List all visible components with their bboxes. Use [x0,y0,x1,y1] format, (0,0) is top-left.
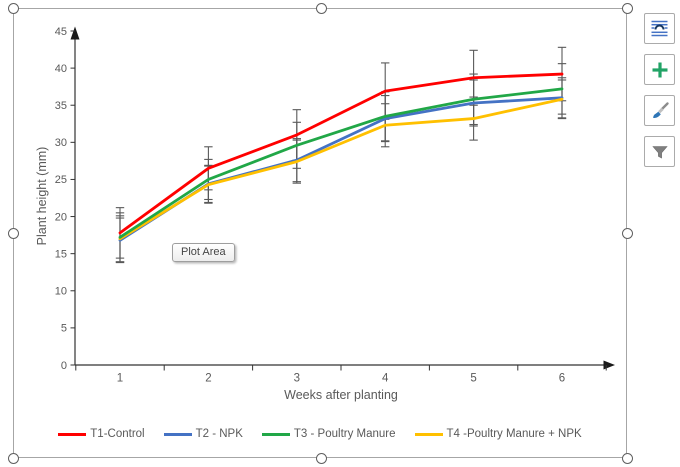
x-axis-title: Weeks after planting [284,388,398,402]
y-tick-label: 30 [55,137,67,149]
selection-handle-top-left[interactable] [7,2,19,14]
legend-label: T4 -Poultry Manure + NPK [446,428,582,440]
y-tick-label: 0 [61,360,67,372]
series-line-t3-poultry-manure[interactable] [118,87,564,239]
chart-filters-funnel-icon [651,145,668,158]
x-tick-label: 5 [470,373,476,385]
y-tick-label: 35 [55,100,67,112]
series-line-t1-control[interactable] [118,72,564,235]
legend-item-t3-poultry-manure[interactable]: T3 - Poultry Manure [261,428,396,440]
selection-handle-middle-left[interactable] [7,227,19,239]
y-tick-label: 25 [55,174,67,186]
chart-object-frame[interactable] [13,8,627,458]
chart-elements-plus-icon [652,62,667,77]
y-tick-label: 40 [55,63,67,75]
legend-swatch-icon [163,432,192,436]
selection-handle-bottom-middle[interactable] [315,452,327,464]
x-tick-label: 4 [382,373,389,385]
legend-swatch-icon [261,432,290,436]
legend-item-t4-poultry-manure-npk[interactable]: T4 -Poultry Manure + NPK [414,428,582,440]
series-line-t2-npk[interactable] [118,96,564,242]
selection-handle-top-right[interactable] [621,2,633,14]
selection-handle-bottom-right[interactable] [621,452,633,464]
x-tick-label: 2 [205,373,211,385]
legend-item-t2-npk[interactable]: T2 - NPK [163,428,243,440]
chart-elements-button[interactable] [644,54,675,85]
series-line-t4-poultry-manure-npk[interactable] [118,97,564,241]
selection-handle-bottom-left[interactable] [7,452,19,464]
layout-options-button[interactable] [644,13,675,44]
y-tick-label: 45 [55,26,67,38]
x-tick-label: 6 [559,373,565,385]
legend-label: T1-Control [90,428,145,440]
chart-styles-brush-icon [652,101,669,118]
y-tick-label: 10 [55,286,67,298]
plot-area-tooltip: Plot Area [172,243,235,262]
selection-handle-top-middle[interactable] [315,2,327,14]
chart-styles-button[interactable] [644,95,675,126]
legend-swatch-icon [414,432,443,436]
x-tick-label: 3 [294,373,300,385]
y-axis-title: Plant height (mm) [35,146,49,246]
legend-label: T3 - Poultry Manure [293,428,396,440]
legend-item-t1-control[interactable]: T1-Control [58,428,145,440]
x-axis-arrow-icon [603,360,615,370]
chart-legend[interactable]: T1-Control T2 - NPK T3 - Poultry Manure T4 … [13,428,627,440]
layout-options-icon [651,20,668,37]
y-tick-label: 5 [61,323,67,335]
y-axis-arrow-icon [70,26,80,40]
legend-swatch-icon [58,432,87,436]
y-tick-label: 15 [55,248,67,260]
x-tick-label: 1 [117,373,123,385]
y-tick-label: 20 [55,211,67,223]
selection-handle-middle-right[interactable] [621,227,633,239]
chart-filters-button[interactable] [644,136,675,167]
legend-label: T2 - NPK [195,428,243,440]
